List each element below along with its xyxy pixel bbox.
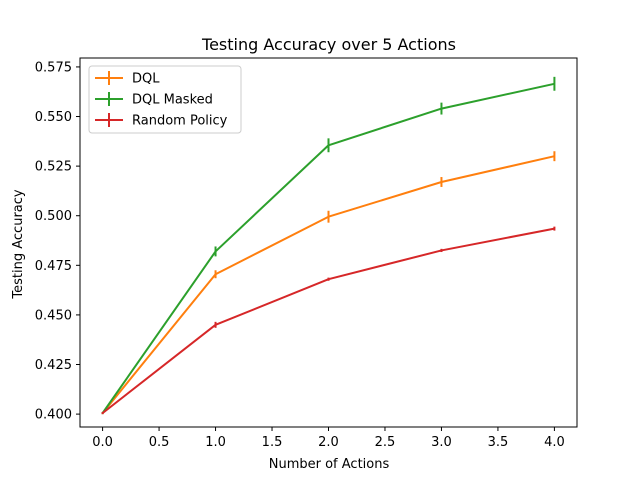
y-tick-label: 0.550 xyxy=(35,110,72,125)
legend-box xyxy=(88,65,242,134)
y-tick-label: 0.450 xyxy=(35,308,72,323)
legend-item: DQL Masked xyxy=(95,92,213,108)
legend-label: Random Policy xyxy=(132,114,228,129)
x-tick-label: 3.5 xyxy=(488,435,509,450)
x-axis-ticks: 0.0 0.5 1.0 1.5 2.0 2.5 3.0 3.5 4.0 xyxy=(92,427,565,450)
series-layer xyxy=(101,76,556,415)
legend-item: DQL xyxy=(95,71,160,87)
x-tick-label: 2.5 xyxy=(375,435,396,450)
y-tick-label: 0.475 xyxy=(35,259,72,274)
plot-area: 0.0 0.5 1.0 1.5 2.0 2.5 3.0 3.5 4.0 0.4000.4250.… xyxy=(35,57,578,450)
x-tick-label: 1.5 xyxy=(262,435,283,450)
legend-label: DQL xyxy=(132,72,160,87)
legend: DQL DQL Masked Random Policy xyxy=(88,65,242,134)
chart-title: Testing Accuracy over 5 Actions xyxy=(201,35,456,54)
y-tick-label: 0.400 xyxy=(35,408,72,423)
x-tick-label: 2.0 xyxy=(318,435,339,450)
x-axis-label: Number of Actions xyxy=(269,457,390,472)
legend-item: Random Policy xyxy=(95,113,228,129)
series-dql xyxy=(101,151,556,415)
x-tick-label: 4.0 xyxy=(544,435,565,450)
y-tick-label: 0.500 xyxy=(35,209,72,224)
x-tick-label: 0.5 xyxy=(149,435,170,450)
series-random-policy xyxy=(101,226,556,415)
x-tick-label: 0.0 xyxy=(92,435,113,450)
y-axis-ticks: 0.400 0.425 0.450 0.475 0.500 0.525 0.550 0.575 xyxy=(35,60,80,423)
series-dql-masked xyxy=(101,76,556,415)
y-tick-label: 0.425 xyxy=(35,358,72,373)
x-tick-label: 1.0 xyxy=(205,435,226,450)
legend-items: DQL DQL Masked Random Policy xyxy=(95,71,228,129)
x-tick-label: 3.0 xyxy=(431,435,452,450)
y-tick-label: 0.525 xyxy=(35,160,72,175)
y-tick-label: 0.575 xyxy=(35,60,72,75)
y-axis-label: Testing Accuracy xyxy=(11,189,26,299)
legend-label: DQL Masked xyxy=(132,93,213,108)
